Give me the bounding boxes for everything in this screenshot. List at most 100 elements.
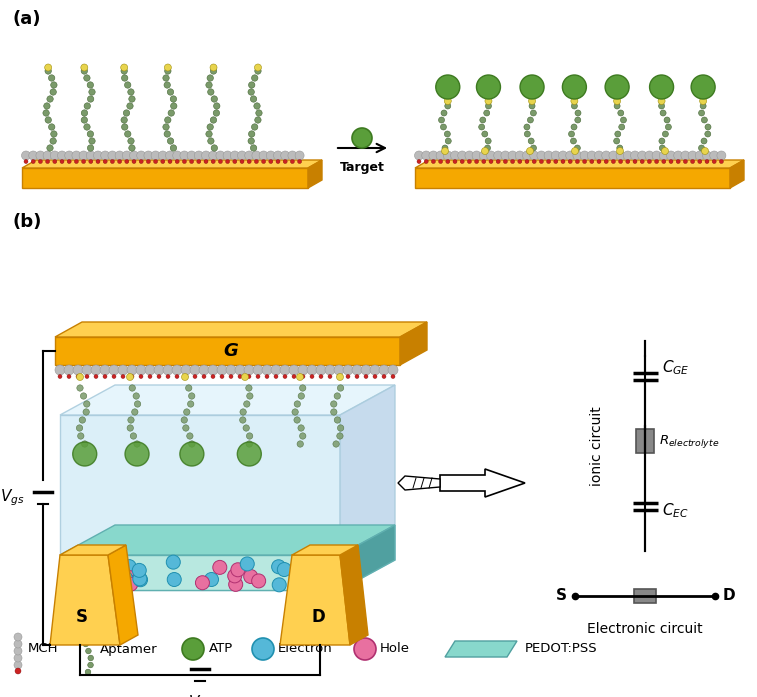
Circle shape [50,138,56,144]
Circle shape [64,151,73,160]
Circle shape [674,151,683,160]
Circle shape [43,151,52,160]
Circle shape [298,365,308,375]
Circle shape [700,103,706,109]
Circle shape [210,68,217,74]
Circle shape [246,441,253,447]
Circle shape [170,102,177,109]
Circle shape [128,89,134,95]
Circle shape [253,365,263,375]
Polygon shape [340,385,395,590]
Circle shape [310,569,324,583]
Circle shape [175,374,179,378]
Circle shape [446,160,450,164]
Circle shape [167,555,180,569]
Circle shape [569,131,575,137]
Circle shape [531,145,537,151]
Circle shape [659,145,665,151]
Circle shape [182,160,186,164]
Circle shape [276,160,280,164]
Bar [22,168,308,188]
Circle shape [640,160,644,164]
Circle shape [129,95,136,102]
Circle shape [316,365,326,375]
Circle shape [528,117,534,123]
Text: Aptamer: Aptamer [100,643,157,655]
Circle shape [132,563,146,577]
Circle shape [39,160,42,164]
Circle shape [240,557,254,571]
Circle shape [207,138,214,144]
Circle shape [487,151,496,160]
Circle shape [659,103,665,109]
Circle shape [354,638,376,660]
Circle shape [476,75,500,99]
Circle shape [145,365,155,375]
Circle shape [167,138,174,144]
Circle shape [547,160,550,164]
Text: S: S [76,608,88,626]
Circle shape [475,160,478,164]
Circle shape [650,75,674,99]
Bar [415,168,730,188]
Circle shape [165,68,171,74]
Text: ionic circuit: ionic circuit [590,406,604,486]
Circle shape [185,385,192,391]
Circle shape [125,160,129,164]
Circle shape [139,374,143,378]
Circle shape [364,374,368,378]
Circle shape [210,64,217,71]
Circle shape [594,151,603,160]
Circle shape [554,160,558,164]
Circle shape [128,417,134,423]
Circle shape [94,151,102,160]
Circle shape [64,365,74,375]
Circle shape [201,151,210,160]
Circle shape [575,145,581,151]
Circle shape [328,374,332,378]
Circle shape [530,151,539,160]
Circle shape [248,89,254,95]
Circle shape [248,138,254,144]
Polygon shape [445,641,517,657]
Circle shape [207,89,214,95]
Circle shape [441,110,447,116]
Circle shape [119,572,132,585]
Circle shape [441,124,447,130]
Circle shape [652,151,661,160]
Circle shape [298,160,301,164]
Circle shape [240,409,246,415]
Circle shape [314,569,328,583]
Circle shape [590,160,593,164]
Circle shape [226,160,229,164]
Circle shape [103,160,107,164]
Circle shape [431,160,435,164]
Circle shape [262,365,272,375]
Circle shape [90,557,104,571]
Circle shape [96,160,100,164]
Circle shape [118,365,128,375]
Circle shape [229,577,243,591]
Circle shape [206,131,212,137]
Circle shape [445,103,450,109]
Circle shape [207,75,213,81]
Circle shape [130,433,136,439]
Circle shape [319,374,323,378]
Circle shape [164,131,170,137]
Circle shape [84,75,90,81]
Circle shape [72,151,81,160]
Circle shape [84,124,90,130]
Circle shape [139,160,143,164]
Circle shape [609,151,618,160]
Circle shape [612,160,615,164]
Circle shape [248,160,251,164]
Circle shape [219,160,223,164]
Circle shape [73,572,86,587]
Circle shape [76,424,83,431]
Circle shape [379,365,389,375]
Circle shape [562,75,587,99]
Circle shape [252,638,274,660]
Circle shape [73,365,83,375]
Circle shape [569,160,572,164]
Circle shape [251,124,258,130]
